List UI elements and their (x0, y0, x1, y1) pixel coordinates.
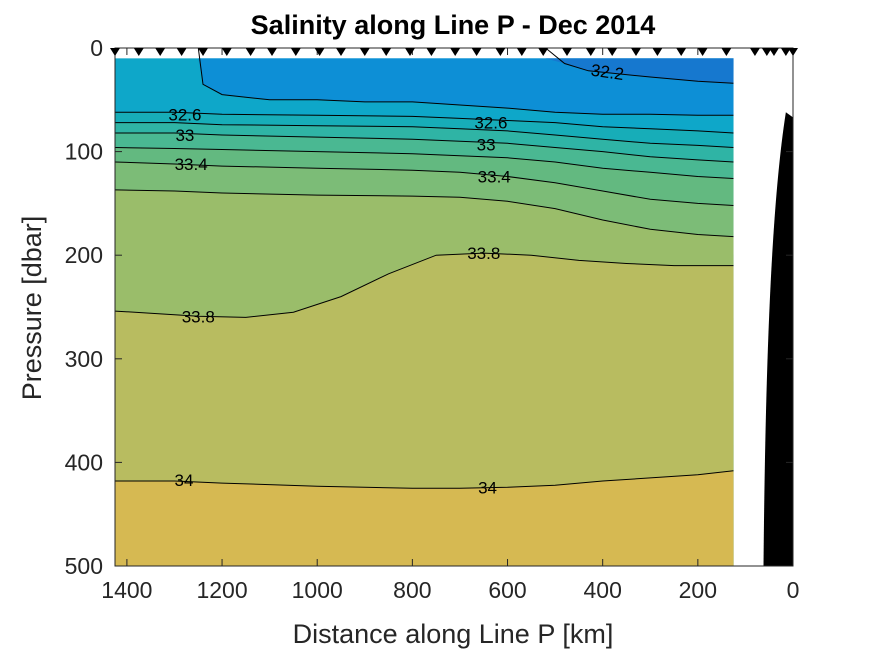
x-tick-label: 600 (488, 577, 526, 603)
y-tick-label: 400 (65, 449, 103, 475)
contour-label: 33.4 (478, 167, 511, 186)
contour-label: 34 (478, 478, 497, 497)
station-marker (404, 48, 415, 56)
x-axis-label: Distance along Line P [km] (293, 619, 614, 649)
contour-label: 32.6 (168, 105, 201, 124)
contour-line-32-2 (545, 47, 734, 84)
y-axis-label: Pressure [dbar] (17, 216, 47, 401)
contour-line-32-8 (115, 122, 734, 148)
station-marker (761, 48, 772, 56)
contour-lines (114, 47, 734, 489)
station-marker (630, 48, 641, 56)
contour-label: 33 (175, 126, 194, 145)
station-marker (676, 48, 687, 56)
station-marker (198, 48, 209, 56)
station-marker (176, 48, 187, 56)
station-marker (768, 48, 779, 56)
bathymetry-fill (763, 112, 793, 567)
contour-line-33-8 (114, 252, 734, 318)
fill-band-lt-32-2 (545, 58, 734, 84)
station-marker (155, 48, 166, 56)
station-marker (585, 48, 596, 56)
contour-line-33-6 (114, 189, 734, 238)
fill-band-32-2 (198, 58, 734, 116)
station-marker (749, 48, 760, 56)
station-marker (721, 48, 732, 56)
contour-label: 33.4 (175, 155, 208, 174)
contour-line-33 (115, 132, 734, 163)
station-marker (538, 48, 549, 56)
station-marker (290, 48, 301, 56)
station-marker (133, 48, 144, 56)
station-marker (607, 48, 618, 56)
station-marker (495, 48, 506, 56)
station-marker (381, 48, 392, 56)
station-marker (780, 48, 791, 56)
y-tick-label: 500 (65, 553, 103, 579)
station-marker (314, 48, 325, 56)
y-tick-label: 200 (65, 242, 103, 268)
station-marker (652, 48, 663, 56)
contour-label: 32.6 (474, 114, 507, 133)
contour-labels: 32.2 32.6 32.6 33 33 33.4 33.4 33.8 33.8 34 34 (168, 61, 625, 498)
contour-label: 34 (175, 471, 194, 490)
station-marker (450, 48, 461, 56)
salinity-fill-bands (115, 58, 734, 567)
x-tick-label: 1400 (101, 577, 152, 603)
station-marker (788, 48, 798, 56)
bathymetry (763, 112, 793, 567)
y-tick-label: 300 (65, 346, 103, 372)
station-marker (697, 48, 708, 56)
contour-label: 33.8 (467, 244, 500, 263)
axes: 1400 1200 1000 800 600 400 200 0 0 100 200 300 400 50… (65, 35, 800, 603)
x-tick-label: 200 (679, 577, 717, 603)
contour-line-32-6 (115, 111, 734, 134)
x-tick-label: 800 (393, 577, 431, 603)
contour-label: 33.8 (182, 307, 215, 326)
x-tick-label: 0 (787, 577, 800, 603)
x-tick-label: 1000 (292, 577, 343, 603)
contour-line-33-4 (114, 161, 734, 206)
x-tick-label: 1200 (196, 577, 247, 603)
station-marker (245, 48, 256, 56)
contour-line-34 (115, 470, 734, 489)
x-tick-label: 400 (583, 577, 621, 603)
station-marker (426, 48, 437, 56)
station-marker (336, 48, 346, 56)
contour-label: 32.2 (590, 61, 625, 84)
station-marker (359, 48, 370, 56)
station-marker (562, 48, 572, 56)
contour-line-32-4 (197, 47, 734, 116)
y-tick-label: 100 (65, 139, 103, 165)
chart-title: Salinity along Line P - Dec 2014 (251, 10, 656, 40)
station-marker (110, 48, 120, 56)
station-marker (221, 48, 232, 56)
fill-band-34 (115, 470, 734, 566)
station-marker (516, 48, 527, 56)
station-markers (110, 48, 798, 56)
contour-line-33-2 (114, 147, 734, 179)
station-marker (471, 48, 482, 56)
station-marker (267, 48, 278, 56)
y-tick-label: 0 (90, 35, 103, 61)
contour-label: 33 (477, 135, 496, 154)
